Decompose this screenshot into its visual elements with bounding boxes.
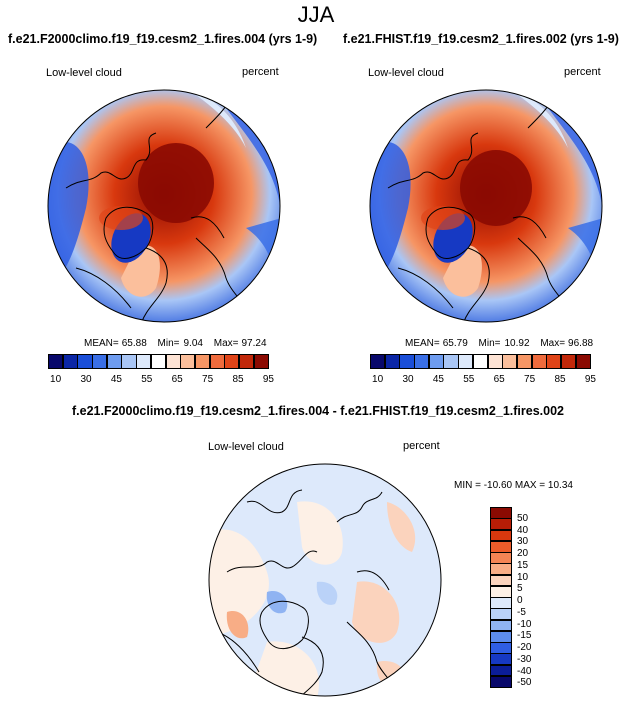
- colorbar-swatch: [490, 585, 512, 598]
- colorbar-swatch: [516, 354, 533, 369]
- colorbar-tick-label: 40: [517, 524, 529, 536]
- colorbar-swatch: [472, 354, 488, 369]
- colorbar-tick-label: 75: [524, 374, 536, 385]
- colorbar-tick-label: -50: [517, 677, 532, 689]
- right-units-label: percent: [564, 66, 601, 78]
- colorbar-swatch: [490, 608, 512, 620]
- colorbar-swatch: [399, 354, 415, 369]
- left-stats: MEAN= 65.88 Min= 9.04 Max= 97.24: [84, 338, 267, 349]
- colorbar-swatch: [490, 540, 512, 553]
- colorbar-tick-label: 20: [517, 548, 529, 559]
- colorbar-swatch: [428, 354, 444, 369]
- right-polar-map: [369, 89, 603, 323]
- colorbar-swatch: [443, 354, 459, 369]
- colorbar-tick-label: 55: [463, 374, 475, 385]
- colorbar-swatch: [490, 642, 512, 654]
- colorbar-swatch: [370, 354, 386, 369]
- colorbar-tick-label: 75: [202, 374, 214, 385]
- colorbar-swatch: [48, 354, 64, 369]
- colorbar-swatch: [62, 354, 78, 369]
- page-title: JJA: [297, 2, 335, 27]
- colorbar-swatch: [490, 619, 512, 632]
- colorbar-swatch: [209, 354, 225, 369]
- colorbar-tick-label: 0: [517, 595, 523, 606]
- colorbar-tick-label: 85: [232, 374, 244, 385]
- colorbar-swatch: [487, 354, 503, 369]
- difference-variable-label: Low-level cloud: [208, 441, 284, 453]
- colorbar-swatch: [384, 354, 400, 369]
- colorbar-tick-label: 95: [262, 374, 274, 385]
- right-colorbar: [370, 354, 598, 369]
- colorbar-swatch: [490, 574, 512, 587]
- colorbar-tick-label: -20: [517, 642, 532, 653]
- colorbar-swatch: [414, 354, 430, 369]
- colorbar-swatch: [560, 354, 577, 369]
- colorbar-tick-label: 45: [432, 374, 444, 385]
- colorbar-tick-label: 45: [110, 374, 122, 385]
- difference-colorbar-ticks: 50 40 30 20 15 10 5 0 -5 -10 -15 -20 -30 -40 -50: [517, 507, 557, 695]
- colorbar-swatch: [150, 354, 166, 369]
- colorbar-tick-label: 30: [402, 374, 414, 385]
- colorbar-swatch: [490, 518, 512, 530]
- colorbar-tick-label: 5: [517, 583, 523, 595]
- colorbar-swatch: [238, 354, 255, 369]
- colorbar-swatch: [490, 675, 512, 688]
- difference-title: f.e21.F2000climo.f19_f19.cesm2_1.fires.0…: [72, 404, 564, 418]
- left-polar-map: [47, 89, 281, 323]
- colorbar-swatch: [458, 354, 474, 369]
- left-case-title: f.e21.F2000climo.f19_f19.cesm2_1.fires.0…: [8, 32, 318, 46]
- colorbar-swatch: [106, 354, 122, 369]
- colorbar-tick-label: 30: [517, 536, 529, 548]
- difference-polar-map: [208, 463, 442, 697]
- right-stats: MEAN= 65.79 Min= 10.92 Max= 96.88: [405, 338, 594, 349]
- colorbar-tick-label: 65: [171, 374, 183, 385]
- colorbar-swatch: [490, 529, 512, 542]
- colorbar-swatch: [490, 552, 512, 564]
- colorbar-swatch: [490, 664, 512, 677]
- colorbar-tick-label: -5: [517, 606, 526, 618]
- colorbar-tick-label: 50: [517, 512, 529, 524]
- colorbar-swatch: [490, 653, 512, 665]
- colorbar-swatch: [253, 354, 269, 369]
- colorbar-swatch: [92, 354, 108, 369]
- colorbar-swatch: [546, 354, 562, 369]
- difference-range-text: MIN = -10.60 MAX = 10.34: [454, 480, 573, 491]
- colorbar-tick-label: 10: [50, 374, 62, 385]
- difference-units-label: percent: [403, 440, 440, 452]
- colorbar-swatch: [180, 354, 196, 369]
- colorbar-swatch: [490, 630, 512, 643]
- left-variable-label: Low-level cloud: [46, 67, 122, 79]
- colorbar-swatch: [531, 354, 547, 369]
- colorbar-tick-label: 10: [372, 374, 384, 385]
- colorbar-swatch: [490, 597, 512, 609]
- colorbar-tick-label: -30: [517, 653, 532, 665]
- colorbar-swatch: [194, 354, 211, 369]
- colorbar-tick-label: -10: [517, 618, 532, 630]
- colorbar-swatch: [136, 354, 152, 369]
- colorbar-swatch: [165, 354, 181, 369]
- left-colorbar: [48, 354, 276, 369]
- colorbar-swatch: [490, 563, 512, 575]
- right-variable-label: Low-level cloud: [368, 67, 444, 79]
- colorbar-swatch: [224, 354, 240, 369]
- colorbar-tick-label: 55: [141, 374, 153, 385]
- colorbar-tick-label: 10: [517, 571, 529, 583]
- colorbar-swatch: [77, 354, 93, 369]
- colorbar-tick-label: -40: [517, 665, 532, 677]
- left-units-label: percent: [242, 66, 279, 78]
- colorbar-tick-label: 30: [80, 374, 92, 385]
- colorbar-tick-label: 95: [584, 374, 596, 385]
- colorbar-tick-label: 85: [554, 374, 566, 385]
- right-case-title: f.e21.FHIST.f19_f19.cesm2_1.fires.002 (y…: [343, 32, 619, 46]
- colorbar-swatch: [490, 507, 512, 519]
- colorbar-tick-label: 15: [517, 559, 529, 571]
- colorbar-swatch: [502, 354, 518, 369]
- colorbar-swatch: [575, 354, 591, 369]
- colorbar-tick-label: 65: [493, 374, 505, 385]
- colorbar-tick-label: -15: [517, 630, 532, 642]
- colorbar-swatch: [121, 354, 137, 369]
- difference-colorbar: [490, 507, 512, 688]
